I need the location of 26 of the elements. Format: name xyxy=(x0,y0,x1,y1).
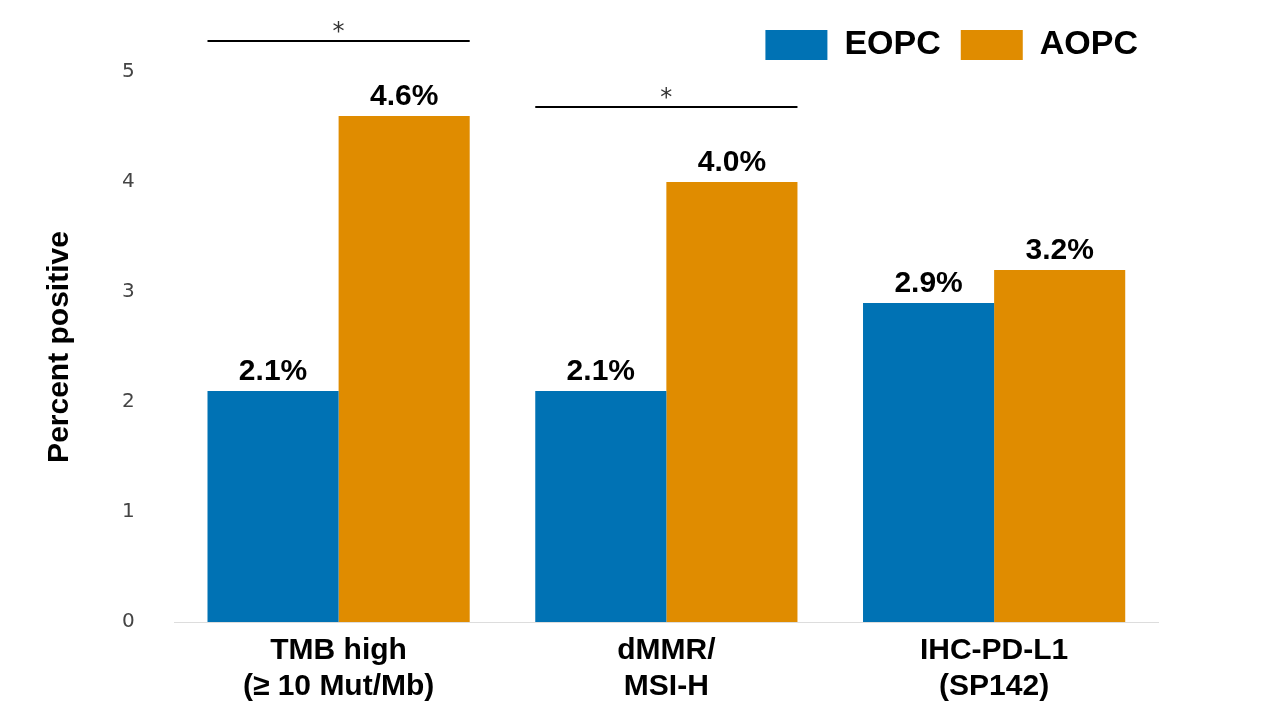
data-label: 4.0% xyxy=(697,144,767,178)
bar xyxy=(666,182,798,622)
bar xyxy=(535,391,667,622)
y-tick-label: 1 xyxy=(121,498,135,523)
y-axis-title: Percent positive xyxy=(41,231,75,463)
bar xyxy=(994,270,1126,622)
data-label: 2.1% xyxy=(566,353,636,387)
text: * xyxy=(332,17,345,46)
legend-label: AOPC xyxy=(1039,23,1138,62)
x-tick-label: TMB high (≥ 10 Mut/Mb) xyxy=(242,632,435,702)
y-tick-label: 2 xyxy=(121,388,135,413)
bar xyxy=(863,303,995,622)
annotation: * xyxy=(660,83,673,112)
y-tick-label: 4 xyxy=(121,168,135,193)
y-tick-label: 0 xyxy=(121,608,135,633)
data-label: 2.9% xyxy=(894,265,963,299)
data-label: 2.1% xyxy=(238,353,308,387)
y-tick-label: 3 xyxy=(121,278,135,303)
data-label: 4.6% xyxy=(369,78,439,112)
bar xyxy=(207,391,339,622)
y-tick-label: 5 xyxy=(121,58,135,83)
bar xyxy=(338,116,470,622)
x-tick-label: dMMR/ MSI-H xyxy=(617,632,717,702)
data-label: 3.2% xyxy=(1025,232,1094,266)
legend-label: EOPC xyxy=(844,23,941,62)
x-tick-label: IHC-PD-L1 (SP142) xyxy=(919,632,1069,702)
